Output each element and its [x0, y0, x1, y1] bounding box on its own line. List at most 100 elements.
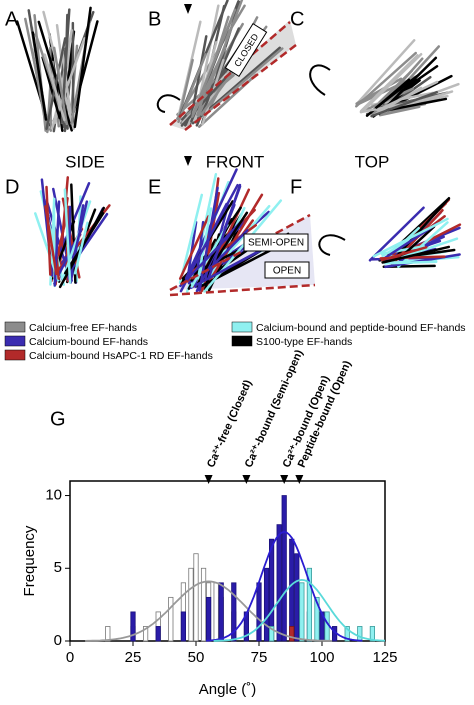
helix-line — [191, 46, 227, 118]
legend-label: Calcium-bound EF-hands — [29, 336, 148, 348]
legend-swatch — [231, 335, 253, 347]
helix-line — [63, 212, 105, 275]
loop — [156, 94, 181, 113]
helix-line — [384, 253, 461, 269]
legend: Calcium-free EF-hands Calcium-bound EF-ha… — [4, 321, 466, 362]
fit-curve — [213, 578, 386, 642]
helix-line — [370, 90, 439, 118]
helix-line — [372, 217, 449, 258]
helix-line — [368, 206, 425, 262]
bar — [256, 582, 262, 642]
legend-label: Calcium-bound HsAPC-1 RD EF-hands — [29, 350, 213, 362]
pointer — [184, 156, 192, 166]
bar — [306, 567, 313, 642]
bar — [205, 596, 212, 642]
x-axis-label: Angle (˚) — [199, 681, 257, 698]
loop — [318, 234, 346, 256]
y-axis-label: Frequency — [21, 525, 38, 596]
bar — [213, 582, 219, 642]
bar — [281, 495, 287, 642]
helix-line — [203, 199, 283, 293]
annotation-arrow — [242, 475, 251, 484]
bar — [289, 538, 295, 642]
bar — [324, 611, 330, 642]
view-label: FRONT — [206, 152, 265, 171]
helix-line — [374, 86, 423, 116]
helix-line — [383, 260, 438, 265]
y-tick-label: 5 — [54, 559, 62, 576]
helix-line — [380, 246, 428, 262]
x-tick-label: 0 — [66, 649, 74, 666]
x-tick-label: 50 — [188, 649, 205, 666]
helix-line — [380, 244, 426, 256]
helix-line — [37, 20, 73, 132]
bar — [180, 611, 186, 642]
helix-line — [52, 46, 69, 126]
bar — [218, 582, 224, 642]
y-tick-label: 0 — [54, 632, 62, 649]
loop — [309, 64, 331, 96]
helix-line — [177, 53, 207, 124]
helix-line — [191, 8, 237, 116]
annotation-arrow — [295, 475, 304, 484]
helix-line — [188, 35, 208, 128]
view-label: SIDE — [65, 152, 105, 171]
helix-line — [73, 221, 89, 275]
bar — [200, 567, 207, 642]
helix-line — [178, 215, 210, 280]
panel-label: A — [5, 8, 19, 30]
legend-swatch — [231, 321, 253, 333]
bar — [268, 538, 275, 642]
x-tick-label: 125 — [372, 649, 397, 666]
bar — [369, 626, 376, 642]
bar — [188, 567, 194, 642]
helix-line — [63, 188, 72, 284]
fit-curve — [85, 580, 333, 642]
state-label: SEMI-OPEN — [248, 238, 304, 249]
bar — [289, 626, 295, 642]
structure-panels — [15, 0, 462, 297]
helix-line — [31, 31, 48, 121]
bar — [299, 582, 305, 642]
legend-label: Calcium-free EF-hands — [29, 322, 137, 334]
legend-swatch — [4, 335, 26, 347]
state-label: OPEN — [273, 266, 301, 277]
legend-swatch — [4, 321, 26, 333]
legend-label: S100-type EF-hands — [256, 336, 352, 348]
legend-label: Calcium-bound and peptide-bound EF-hands — [256, 322, 466, 334]
helix-line — [375, 73, 421, 109]
helix-line — [73, 6, 92, 129]
helix-line — [182, 183, 239, 286]
helix-line — [381, 245, 451, 264]
helix-line — [355, 51, 417, 108]
helix-line — [44, 205, 58, 276]
fit-curve — [206, 530, 363, 642]
bar — [357, 626, 363, 642]
bar — [231, 582, 237, 642]
panel-label: G — [50, 408, 66, 430]
bar — [105, 626, 111, 642]
annotation-arrow — [204, 475, 213, 484]
helix-line — [193, 250, 261, 287]
panel-label: D — [5, 176, 19, 198]
helix-line — [41, 56, 61, 120]
bar — [142, 626, 149, 642]
cone-edge — [169, 283, 316, 297]
bar — [344, 626, 350, 642]
x-tick-label: 100 — [309, 649, 334, 666]
x-tick-label: 75 — [251, 649, 268, 666]
panel-label: F — [290, 176, 302, 198]
helix-line — [43, 53, 66, 122]
x-tick-label: 25 — [125, 649, 142, 666]
helix-line — [45, 37, 67, 131]
helix-line — [378, 105, 421, 117]
bar — [130, 611, 136, 642]
bar — [155, 626, 161, 642]
bar — [268, 626, 275, 642]
helix-line — [363, 52, 423, 111]
state-box — [243, 233, 309, 252]
pointer — [184, 4, 192, 14]
panel-label: B — [148, 8, 161, 30]
